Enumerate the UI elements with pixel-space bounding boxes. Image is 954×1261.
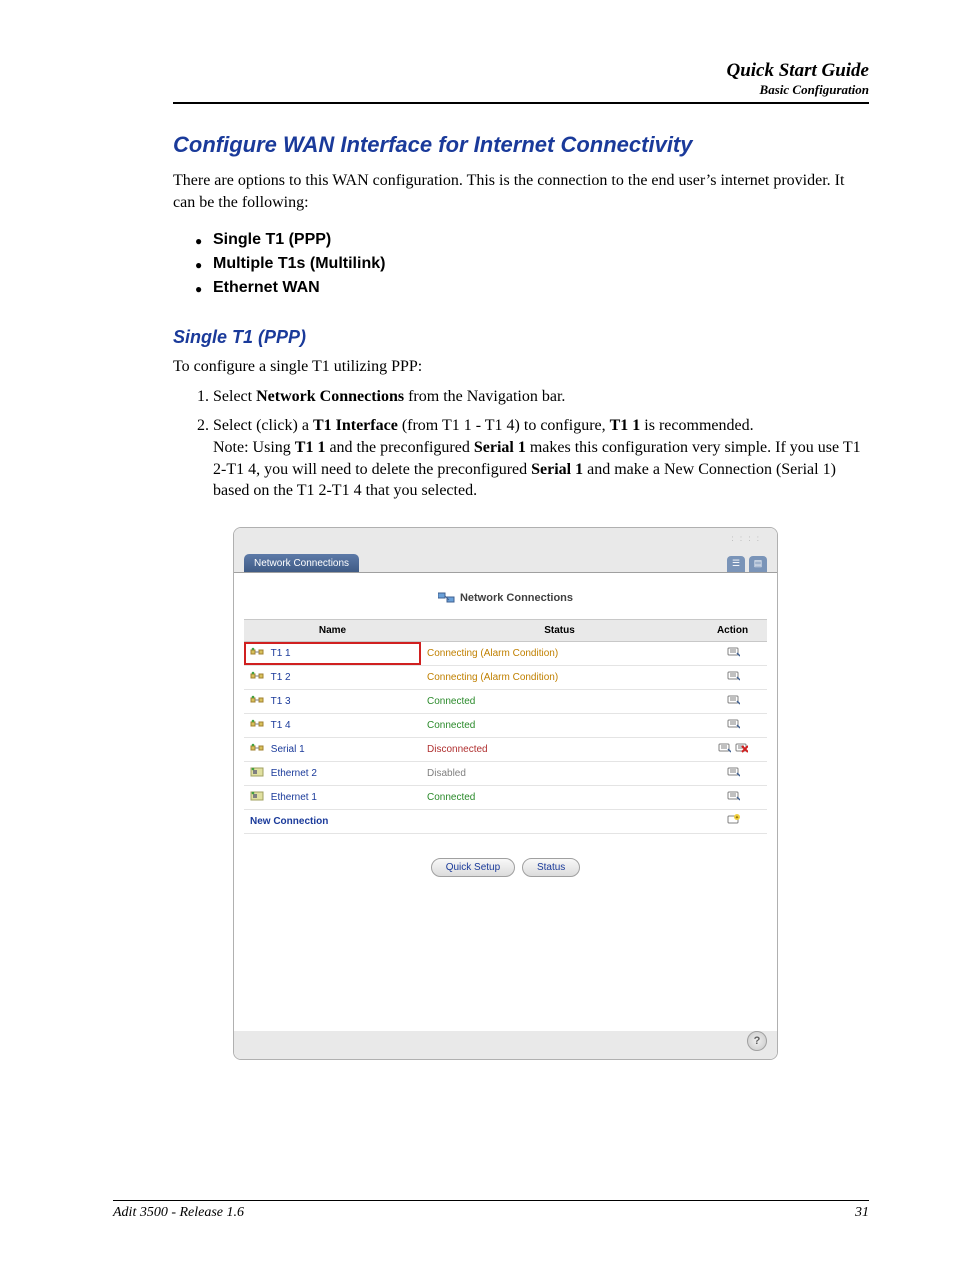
connection-actions (698, 641, 767, 665)
connection-name-link[interactable]: Ethernet 2 (244, 761, 421, 785)
connection-name-link[interactable]: T1 3 (244, 689, 421, 713)
connection-icon (250, 695, 264, 708)
page-number: 31 (855, 1205, 869, 1221)
connection-name-link[interactable]: T1 1 (244, 641, 421, 665)
connection-actions (698, 761, 767, 785)
connection-name-link[interactable]: T1 4 (244, 713, 421, 737)
connection-icon (250, 719, 264, 732)
connection-status: Disabled (421, 761, 698, 785)
table-row: New Connection ✦ (244, 809, 767, 833)
connection-status: Connected (421, 713, 698, 737)
connection-name-link[interactable]: Serial 1 (244, 737, 421, 761)
window-footer: ? (234, 1031, 777, 1059)
table-row: Serial 1Disconnected (244, 737, 767, 761)
step-list: Select Network Connections from the Navi… (173, 386, 869, 502)
new-icon[interactable]: ✦ (726, 814, 740, 829)
connection-status: Connecting (Alarm Condition) (421, 665, 698, 689)
edit-icon[interactable] (717, 742, 731, 757)
help-icon[interactable]: ? (747, 1031, 767, 1051)
connection-actions (698, 785, 767, 809)
section-heading: Configure WAN Interface for Internet Con… (173, 132, 869, 158)
tab-tool-icon[interactable]: ☰ (727, 556, 745, 572)
window-grip-icon: : : : : (731, 534, 761, 543)
connection-actions (698, 737, 767, 761)
delete-icon[interactable] (734, 742, 748, 757)
connection-actions (698, 713, 767, 737)
option-list: Single T1 (PPP) Multiple T1s (Multilink)… (173, 231, 869, 297)
tab-bar: Network Connections ☰ ▤ (234, 548, 777, 572)
connection-icon (250, 647, 264, 660)
step-item: Select Network Connections from the Navi… (213, 386, 869, 408)
new-connection-link[interactable]: New Connection (244, 809, 421, 833)
table-row: T1 4Connected (244, 713, 767, 737)
subsection-heading: Single T1 (PPP) (173, 327, 869, 348)
connection-status: Connected (421, 689, 698, 713)
connection-name-link[interactable]: Ethernet 1 (244, 785, 421, 809)
header-title: Quick Start Guide (173, 60, 869, 82)
column-header-name: Name (244, 619, 421, 641)
step-item: Select (click) a T1 Interface (from T1 1… (213, 415, 869, 501)
window-top: : : : : (234, 528, 777, 548)
status-button[interactable]: Status (522, 858, 580, 877)
nic-icon (250, 767, 264, 780)
edit-icon[interactable] (726, 766, 740, 781)
edit-icon[interactable] (726, 718, 740, 733)
column-header-action: Action (698, 619, 767, 641)
table-row: T1 1Connecting (Alarm Condition) (244, 641, 767, 665)
connections-table: Name Status Action T1 1Connecting (Alarm… (244, 619, 767, 834)
column-header-status: Status (421, 619, 698, 641)
edit-icon[interactable] (726, 694, 740, 709)
connection-status: Connected (421, 785, 698, 809)
connection-actions: ✦ (698, 809, 767, 833)
nic-icon (250, 791, 264, 804)
option-item: Multiple T1s (Multilink) (213, 255, 869, 273)
tab-network-connections[interactable]: Network Connections (244, 554, 359, 572)
connection-actions (698, 665, 767, 689)
connection-status: Disconnected (421, 737, 698, 761)
header-rule (173, 102, 869, 104)
network-icon (438, 591, 456, 605)
table-row: Ethernet 1Connected (244, 785, 767, 809)
footer-product: Adit 3500 - Release 1.6 (113, 1205, 244, 1221)
panel-title: Network Connections (244, 591, 767, 605)
svg-text:✦: ✦ (734, 815, 738, 821)
table-row: T1 3Connected (244, 689, 767, 713)
connection-actions (698, 689, 767, 713)
quick-setup-button[interactable]: Quick Setup (431, 858, 515, 877)
connection-icon (250, 671, 264, 684)
connection-icon (250, 743, 264, 756)
tab-tool-icon[interactable]: ▤ (749, 556, 767, 572)
subsection-intro: To configure a single T1 utilizing PPP: (173, 356, 869, 378)
option-item: Ethernet WAN (213, 279, 869, 297)
edit-icon[interactable] (726, 790, 740, 805)
connection-name-link[interactable]: T1 2 (244, 665, 421, 689)
edit-icon[interactable] (726, 646, 740, 661)
intro-paragraph: There are options to this WAN configurat… (173, 170, 869, 213)
table-row: Ethernet 2Disabled (244, 761, 767, 785)
table-row: T1 2Connecting (Alarm Condition) (244, 665, 767, 689)
header-subtitle: Basic Configuration (173, 82, 869, 98)
option-item: Single T1 (PPP) (213, 231, 869, 249)
connection-status (421, 809, 698, 833)
connection-status: Connecting (Alarm Condition) (421, 641, 698, 665)
edit-icon[interactable] (726, 670, 740, 685)
network-connections-screenshot: : : : : Network Connections ☰ ▤ Network … (233, 527, 778, 1060)
